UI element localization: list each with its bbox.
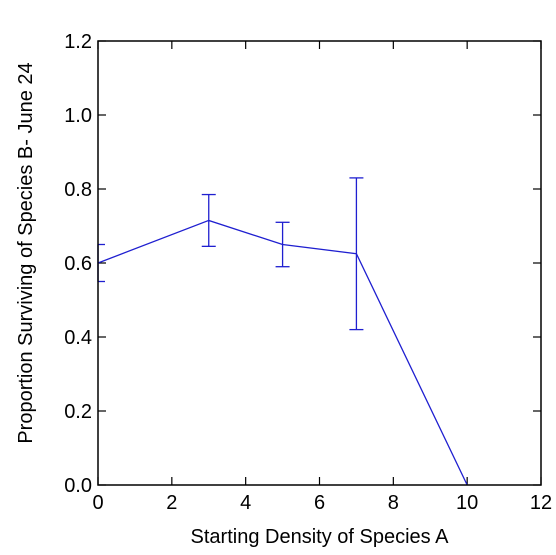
y-tick-label: 0.4 xyxy=(64,327,92,349)
y-axis-ticks xyxy=(98,40,541,486)
x-axis-tick-labels: 0 2 4 6 8 10 12 xyxy=(92,492,552,514)
plot-frame xyxy=(97,40,542,486)
x-axis-ticks xyxy=(97,41,542,485)
y-tick-label: 1.0 xyxy=(64,105,92,127)
x-tick-label: 0 xyxy=(92,492,103,514)
y-axis-label: Proportion Surviving of Species B- June … xyxy=(15,62,37,443)
x-tick-label: 8 xyxy=(388,492,399,514)
x-tick-label: 12 xyxy=(530,492,552,514)
y-tick-label: 0.8 xyxy=(64,179,92,201)
error-bars xyxy=(97,177,364,331)
y-tick-label: 0.0 xyxy=(64,475,92,497)
x-axis-label: Starting Density of Species A xyxy=(191,526,450,548)
x-tick-label: 4 xyxy=(240,492,251,514)
y-tick-label: 0.2 xyxy=(64,401,92,423)
x-tick-label: 6 xyxy=(314,492,325,514)
y-tick-label: 1.2 xyxy=(64,31,92,53)
series-line xyxy=(97,219,468,486)
y-tick-label: 0.6 xyxy=(64,253,92,275)
x-tick-label: 2 xyxy=(166,492,177,514)
y-axis-tick-labels: 0.0 0.2 0.4 0.6 0.8 1.0 1.2 xyxy=(64,31,92,497)
x-tick-label: 10 xyxy=(456,492,478,514)
